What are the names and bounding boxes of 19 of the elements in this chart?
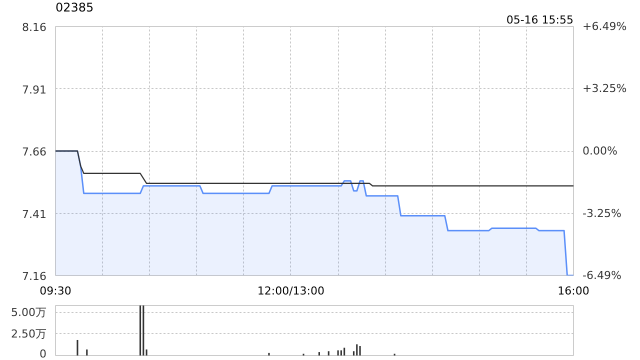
y-tick-label: 2.50万 bbox=[11, 327, 47, 340]
y-tick-label: 7.16 bbox=[22, 270, 47, 283]
x-tick-label: 12:00/13:00 bbox=[257, 284, 325, 298]
y-tick-label: 7.41 bbox=[22, 208, 47, 221]
chart-title: 02385 bbox=[56, 0, 94, 14]
line-series bbox=[56, 150, 574, 186]
annotation: 05-16 15:55 bbox=[506, 14, 574, 26]
y2-tick-label: -3.25% bbox=[582, 206, 622, 220]
y-tick-label: 7.91 bbox=[22, 83, 47, 96]
x-tick-label: 09:30 bbox=[40, 284, 72, 298]
y-tick-label: 5.00万 bbox=[11, 306, 47, 319]
y2-tick-label: +3.25% bbox=[582, 82, 627, 96]
y-tick-label: 0 bbox=[40, 348, 46, 360]
y2-tick-label: 0.00% bbox=[582, 144, 618, 158]
x-tick-label: 16:00 bbox=[558, 284, 590, 298]
y2-tick-label: -6.49% bbox=[582, 269, 622, 282]
y-tick-label: 7.66 bbox=[22, 146, 47, 158]
y2-tick-label: +6.49% bbox=[582, 20, 627, 33]
y-tick-label: 8.16 bbox=[22, 21, 47, 34]
